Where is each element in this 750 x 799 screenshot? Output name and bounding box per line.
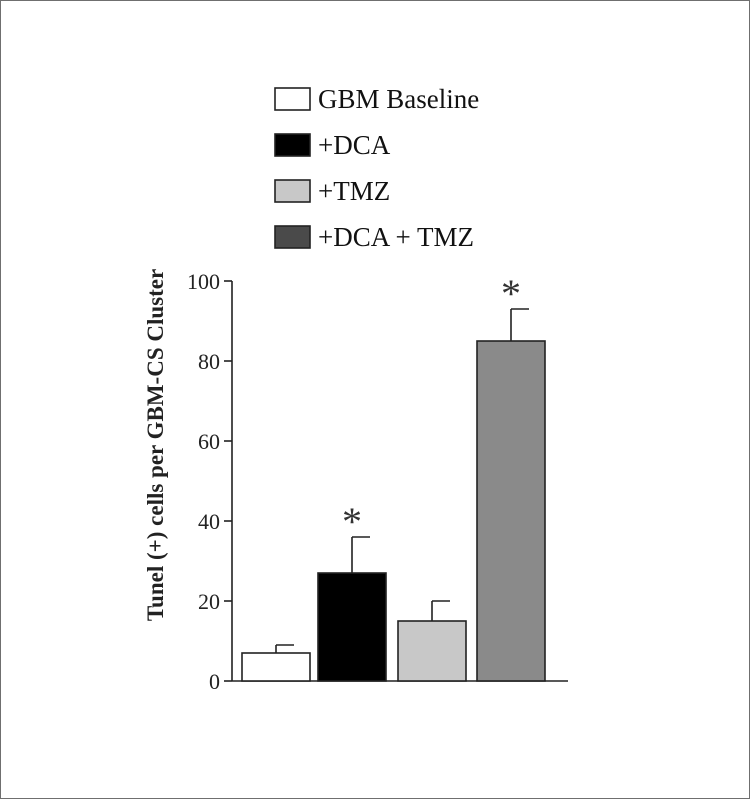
y-tick-label: 80 — [198, 349, 220, 374]
y-tick-label: 60 — [198, 429, 220, 454]
significance-marker: * — [342, 499, 362, 544]
legend-swatch — [274, 225, 311, 249]
bar — [241, 652, 311, 682]
legend-swatch — [274, 87, 311, 111]
significance-marker: * — [501, 271, 521, 316]
bar — [317, 572, 387, 682]
legend-label: +DCA — [318, 130, 391, 160]
y-tick-label: 100 — [187, 269, 220, 294]
legend-swatch — [274, 133, 311, 157]
legend-swatch — [274, 179, 311, 203]
y-axis-title: Tunel (+) cells per GBM-CS Cluster — [143, 269, 168, 621]
y-tick-label: 40 — [198, 509, 220, 534]
legend-label: GBM Baseline — [318, 84, 479, 114]
bars: ** — [241, 271, 546, 682]
bar — [476, 340, 546, 682]
y-tick-label: 20 — [198, 589, 220, 614]
legend-label: +DCA + TMZ — [318, 222, 474, 252]
bar — [397, 620, 467, 682]
legend-label: +TMZ — [318, 176, 390, 206]
y-tick-label: 0 — [209, 669, 220, 694]
legend: GBM Baseline +DCA +TMZ +DCA + TMZ — [274, 84, 479, 252]
